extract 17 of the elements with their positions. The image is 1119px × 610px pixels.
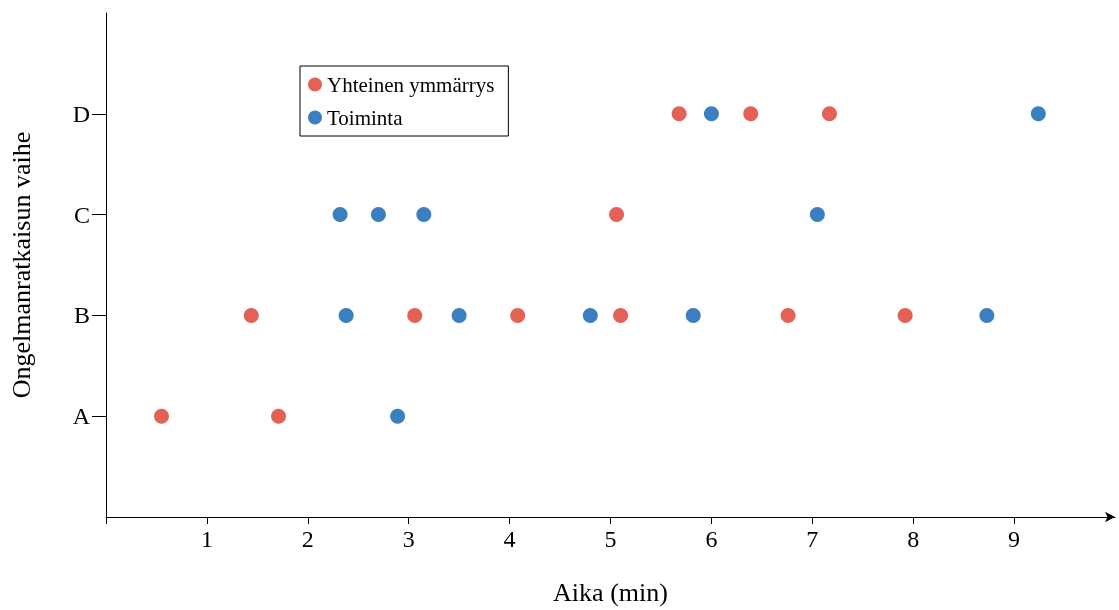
- legend-label: Yhteinen ymmärrys: [327, 72, 495, 97]
- y-tick-label: C: [73, 201, 90, 228]
- x-tick-label: 8: [907, 526, 920, 552]
- x-tick-label: 1: [200, 526, 213, 552]
- y-tick-label: B: [73, 302, 90, 329]
- x-tick-label: 7: [806, 526, 819, 552]
- x-axis-title: Aika (min): [553, 577, 668, 607]
- x-tick-label: 5: [604, 526, 617, 552]
- x-tick-label: 9: [1008, 526, 1021, 552]
- x-tick-label: 4: [503, 526, 516, 552]
- y-tick-label: D: [72, 100, 90, 127]
- legend-label: Toiminta: [327, 105, 404, 130]
- y-axis-title: Ongelmanratkaisun vaihe: [6, 131, 36, 399]
- x-tick-label: 6: [705, 526, 718, 552]
- x-tick-label: 3: [402, 526, 415, 552]
- x-tick-label: 2: [301, 526, 314, 552]
- y-tick-label: A: [72, 403, 91, 430]
